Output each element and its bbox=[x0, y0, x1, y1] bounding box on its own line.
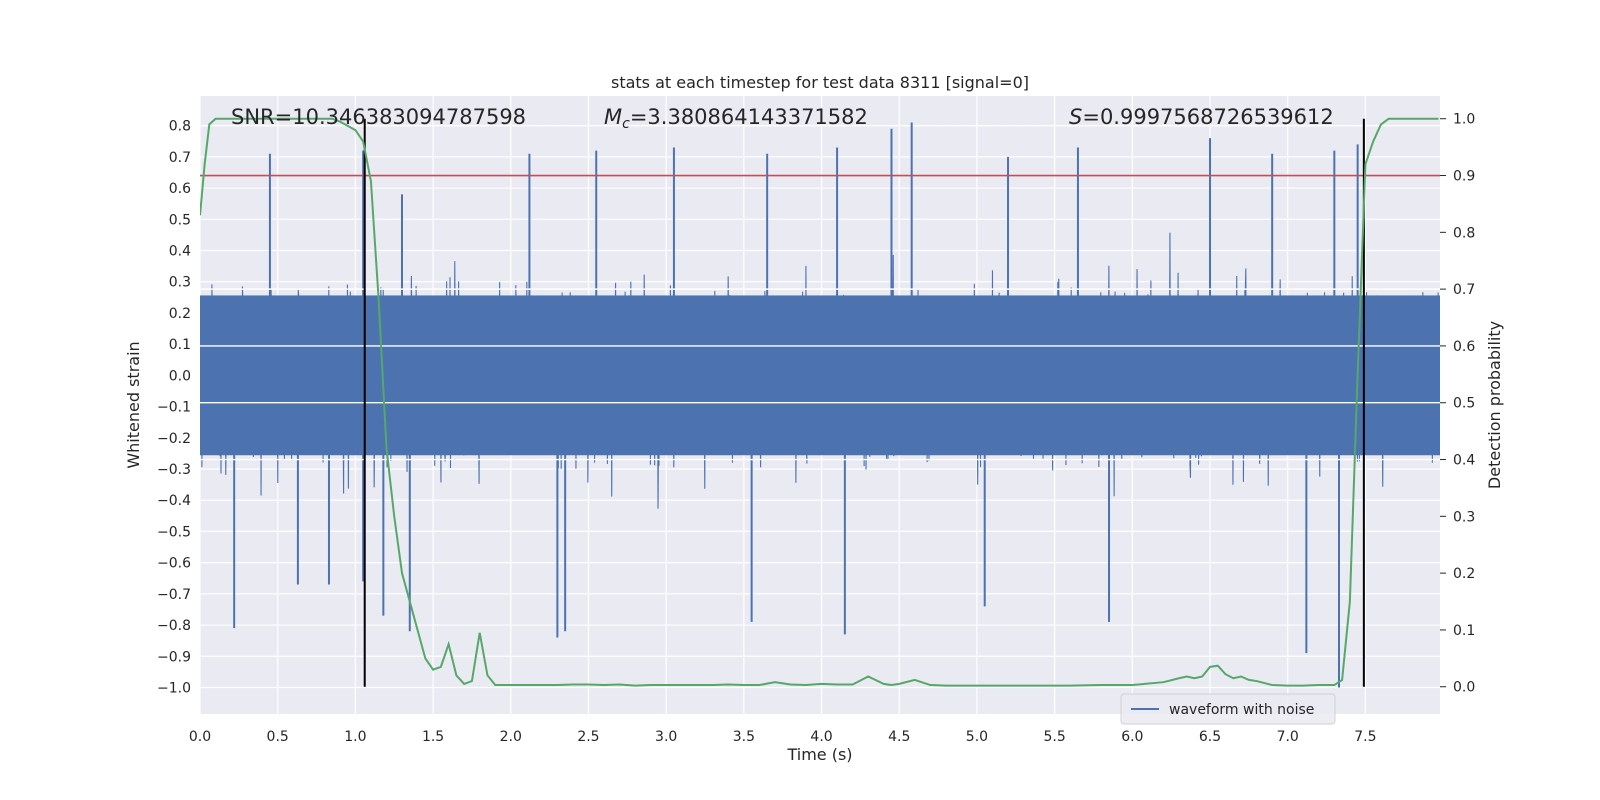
y-axis-label: Whitened strain bbox=[124, 341, 143, 468]
y-tick-label: 0.8 bbox=[169, 119, 191, 135]
chart-title: stats at each timestep for test data 831… bbox=[611, 73, 1029, 92]
x-tick-label: 7.0 bbox=[1277, 729, 1299, 745]
x-tick-label: 5.5 bbox=[1044, 729, 1066, 745]
legend-entry-waveform: waveform with noise bbox=[1169, 702, 1314, 718]
grid-overlay bbox=[200, 288, 1440, 461]
y-tick-label: 0.3 bbox=[169, 275, 191, 291]
y-tick-label: 0.0 bbox=[169, 368, 191, 384]
legend: waveform with noise bbox=[1120, 693, 1336, 725]
x-tick-label: 2.5 bbox=[577, 729, 599, 745]
legend-box bbox=[1120, 693, 1336, 725]
x-axis-label: Time (s) bbox=[786, 745, 852, 764]
mc-symbol: M bbox=[604, 105, 622, 129]
y-tick-label: 0.6 bbox=[169, 181, 191, 197]
waveform-core bbox=[200, 295, 1440, 456]
y2-tick-label: 0.4 bbox=[1453, 453, 1475, 469]
y2-tick-label: 0.1 bbox=[1453, 623, 1475, 639]
x-tick-label: 6.0 bbox=[1121, 729, 1143, 745]
x-tick-label: 5.0 bbox=[966, 729, 988, 745]
waveform-series bbox=[200, 122, 1440, 688]
y-tick-label: −0.5 bbox=[157, 524, 191, 540]
y-tick-label: 0.1 bbox=[169, 337, 191, 353]
y2-tick-label: 0.9 bbox=[1453, 169, 1475, 185]
y2-tick-label: 0.0 bbox=[1453, 680, 1475, 696]
y2-tick-label: 0.7 bbox=[1453, 282, 1475, 298]
x-tick-label: 1.5 bbox=[422, 729, 444, 745]
x-tick-label: 4.5 bbox=[888, 729, 910, 745]
s-value: =0.9997568726539612 bbox=[1082, 105, 1333, 129]
y-tick-label: 0.7 bbox=[169, 150, 191, 166]
x-tick-label: 3.0 bbox=[655, 729, 677, 745]
y-tick-label: 0.5 bbox=[169, 212, 191, 228]
x-tick-label: 4.0 bbox=[810, 729, 832, 745]
x-tick-label: 2.0 bbox=[500, 729, 522, 745]
y-tick-label: −0.8 bbox=[157, 618, 191, 634]
probability-series bbox=[200, 117, 1439, 687]
x-tick-label: 6.5 bbox=[1199, 729, 1221, 745]
y-tick-label: −0.4 bbox=[157, 493, 191, 509]
x-tick-label: 3.5 bbox=[733, 729, 755, 745]
y-tick-label: −0.7 bbox=[157, 587, 191, 603]
y-tick-label: 0.4 bbox=[169, 244, 191, 260]
y-tick-label: −0.6 bbox=[157, 556, 191, 572]
y-tick-label: 0.2 bbox=[169, 306, 191, 322]
score-annotation: S=0.9997568726539612 bbox=[1069, 105, 1334, 129]
mc-subscript: c bbox=[622, 116, 630, 132]
y2-tick-label: 0.5 bbox=[1453, 396, 1475, 412]
x-tick-label: 0.5 bbox=[267, 729, 289, 745]
y2-tick-label: 1.0 bbox=[1453, 112, 1475, 128]
y-tick-labels: 0.8 0.7 0.6 0.5 0.4 0.3 0.2 0.1 0.0 −0.1 −0.2 −0.3 −… bbox=[157, 119, 191, 697]
y-tick-label: −0.3 bbox=[157, 462, 191, 478]
y2-tick-label: 0.8 bbox=[1453, 225, 1475, 241]
y-tick-label: −0.1 bbox=[157, 400, 191, 416]
chirp-mass-annotation: Mc=3.380864143371582 bbox=[604, 105, 868, 132]
mc-value: =3.380864143371582 bbox=[630, 105, 868, 129]
y2-tick-label: 0.6 bbox=[1453, 339, 1475, 355]
y-tick-label: −0.2 bbox=[157, 431, 191, 447]
x-tick-label: 7.5 bbox=[1354, 729, 1376, 745]
y2-tick-labels: 1.0 0.9 0.8 0.7 0.6 0.5 0.4 0.3 0.2 0.1 0.0 bbox=[1440, 112, 1475, 696]
y-tick-label: −0.9 bbox=[157, 649, 191, 665]
snr-annotation: SNR=10.346383094787598 bbox=[231, 105, 526, 129]
y2-tick-label: 0.3 bbox=[1453, 509, 1475, 525]
probability-line bbox=[200, 117, 1439, 687]
x-tick-labels: 0.0 0.5 1.0 1.5 2.0 2.5 3.0 3.5 4.0 4.5 5.0 5.5 6.0 6… bbox=[189, 729, 1377, 745]
y2-tick-label: 0.2 bbox=[1453, 566, 1475, 582]
y2-axis-label: Detection probability bbox=[1485, 321, 1504, 489]
y-tick-label: −1.0 bbox=[157, 680, 191, 696]
x-tick-label: 0.0 bbox=[189, 729, 211, 745]
x-tick-label: 1.0 bbox=[344, 729, 366, 745]
s-symbol: S bbox=[1069, 105, 1082, 129]
